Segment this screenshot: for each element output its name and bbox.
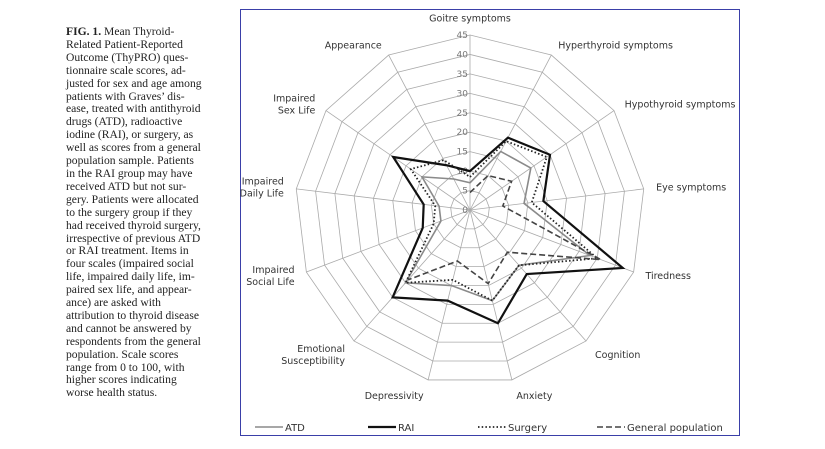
grid-spoke xyxy=(325,110,471,211)
axis-label: Appearance xyxy=(325,41,382,52)
figure-caption: FIG. 1. Mean Thyroid- Related Patient-Rep… xyxy=(66,25,241,400)
caption-line: gery. Patients were allocated xyxy=(66,192,199,206)
axis-label: Emotional xyxy=(297,344,345,355)
legend-label: Surgery xyxy=(508,423,547,434)
axis-label: Daily Life xyxy=(240,189,284,200)
caption-line: received ATD but not sur- xyxy=(66,179,187,193)
tick-label: 20 xyxy=(457,128,469,138)
caption-line: patients with Graves’ dis- xyxy=(66,89,185,103)
axis-label: Hypothyroid symptoms xyxy=(625,100,736,111)
tick-label: 10 xyxy=(457,167,469,177)
caption-line: Outcome (ThyPRO) ques- xyxy=(66,50,189,64)
caption-line: population. Scale scores xyxy=(66,347,179,361)
grid-spoke xyxy=(306,209,471,273)
legend-label: General population xyxy=(627,423,723,434)
caption-line: Related Patient-Reported xyxy=(66,37,183,51)
series-atd xyxy=(404,150,592,302)
axis-label: Sex Life xyxy=(278,106,316,117)
figure-label: FIG. 1. xyxy=(66,25,102,38)
series-general-population xyxy=(407,174,602,285)
grid-spoke xyxy=(469,54,552,211)
tick-label: 35 xyxy=(457,70,468,80)
legend-label: RAI xyxy=(398,423,414,434)
caption-line: tionnaire scale scores, ad- xyxy=(66,63,186,77)
axis-label: Anxiety xyxy=(516,391,552,402)
caption-line: paired sex life, and appear- xyxy=(66,283,192,297)
axis-label: Susceptibility xyxy=(281,356,345,367)
grid-spoke xyxy=(388,54,471,211)
caption-line: FIG. 1. Mean Thyroid- xyxy=(66,25,241,39)
caption-line: or RAI treatment. Items in xyxy=(66,244,189,258)
series-surgery xyxy=(404,140,600,302)
caption-line: ance) are asked with xyxy=(66,296,161,310)
caption-line: range from 0 to 100, with xyxy=(66,360,185,374)
grid-ring xyxy=(450,190,490,230)
axis-label: Tiredness xyxy=(644,271,691,282)
caption-line: drugs (ATD), radioactive xyxy=(66,115,183,129)
tick-label: 30 xyxy=(457,89,469,99)
caption-line: in the RAI group may have xyxy=(66,166,193,180)
axis-label: Hyperthyroid symptoms xyxy=(558,41,673,52)
caption-line: well as scores from a general xyxy=(66,141,201,155)
grid-ring xyxy=(411,151,529,268)
caption-line: population sample. Patients xyxy=(66,154,194,168)
grid-spoke xyxy=(469,110,615,211)
axis-label: Depressivity xyxy=(365,391,424,402)
legend-label: ATD xyxy=(285,423,305,434)
caption-line: higher scores indicating xyxy=(66,373,177,387)
tick-label: 5 xyxy=(462,187,468,197)
grid-spoke xyxy=(469,209,513,381)
grid-spoke xyxy=(469,209,634,273)
axis-label: Impaired xyxy=(252,265,294,276)
grid-spoke xyxy=(353,209,471,342)
grid-ring xyxy=(295,34,645,381)
grid-spoke xyxy=(469,188,644,211)
grid-spoke xyxy=(296,188,471,211)
caption-line: worse health status. xyxy=(66,386,158,400)
caption-line: and cannot be answered by xyxy=(66,321,192,335)
grid-spoke xyxy=(469,209,587,342)
tick-label: 45 xyxy=(457,31,468,41)
grid-ring xyxy=(315,54,625,362)
tick-label: 40 xyxy=(457,50,469,60)
caption-line: irrespective of previous ATD xyxy=(66,231,201,245)
tick-label: 0 xyxy=(462,206,468,216)
caption-line: respondents from the general xyxy=(66,334,201,348)
axis-label: Cognition xyxy=(595,350,640,361)
grid-ring xyxy=(373,112,567,305)
caption-line: life, impaired daily life, im- xyxy=(66,270,195,284)
series-rai xyxy=(390,136,626,325)
caption-line: attribution to thyroid disease xyxy=(66,308,199,322)
axis-label: Social Life xyxy=(246,277,294,288)
caption-text: Mean Thyroid- xyxy=(101,25,175,38)
grid-ring xyxy=(430,170,510,249)
chart-frame xyxy=(240,9,740,436)
axis-label: Goitre symptoms xyxy=(429,14,511,25)
tick-label: 15 xyxy=(457,148,468,158)
axis-label: Impaired xyxy=(273,94,315,105)
tick-label: 25 xyxy=(457,109,468,119)
caption-line: to the surgery group if they xyxy=(66,205,193,219)
caption-line: ease, treated with antithyroid xyxy=(66,102,201,116)
caption-line: justed for sex and age among xyxy=(66,76,202,90)
grid-spoke xyxy=(427,209,471,381)
caption-line: four scales (impaired social xyxy=(66,257,194,271)
caption-line: had received thyroid surgery, xyxy=(66,218,201,232)
axis-label: Eye symptoms xyxy=(656,183,726,194)
axis-label: Impaired xyxy=(242,177,284,188)
caption-line: iodine (RAI), or surgery, as xyxy=(66,128,194,142)
grid-ring xyxy=(334,73,606,343)
grid-ring xyxy=(353,92,587,324)
